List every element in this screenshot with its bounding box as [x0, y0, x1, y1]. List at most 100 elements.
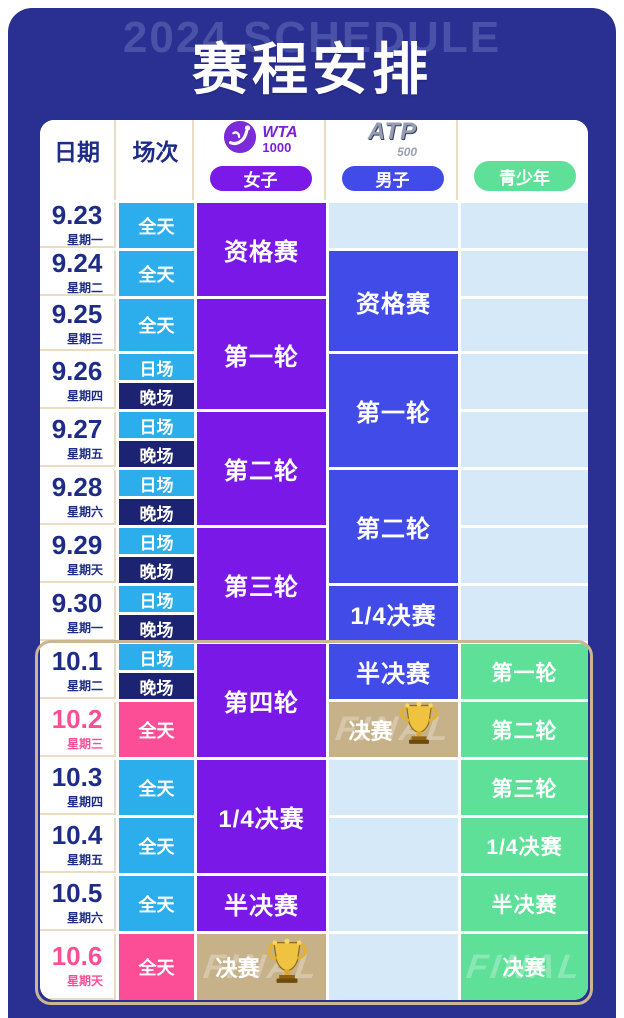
session-split: 日场 晚场	[119, 354, 194, 409]
junior-round-2: 第二轮	[461, 702, 588, 757]
session-all-day: 全天	[119, 251, 194, 296]
session-all-day-highlight: 全天	[119, 702, 194, 757]
wta-player-icon	[223, 120, 257, 159]
session-night: 晚场	[119, 557, 194, 583]
women-semifinal: 半决赛	[197, 876, 326, 931]
session-day: 日场	[119, 586, 194, 612]
session-day: 日场	[119, 470, 194, 496]
session-all-day: 全天	[119, 818, 194, 873]
date-number: 9.26	[51, 355, 103, 386]
header-junior: 青少年	[461, 120, 588, 200]
junior-empty-cell	[461, 203, 588, 248]
junior-empty-cell	[461, 251, 588, 296]
session-night: 晚场	[119, 499, 194, 525]
date-9-28: 9.28 星期六	[40, 470, 116, 525]
session-split: 日场 晚场	[119, 412, 194, 467]
wta-org-text: WTA	[262, 123, 298, 141]
session-all-day: 全天	[119, 760, 194, 815]
weekday-label: 星期四	[66, 388, 103, 403]
weekday-label: 星期一	[66, 620, 103, 635]
weekday-label: 星期二	[66, 280, 103, 295]
session-night: 晚场	[119, 673, 194, 699]
men-round-2: 第二轮	[329, 470, 458, 583]
atp-500-logo: ATP 500	[368, 120, 417, 158]
weekday-label: 星期天	[66, 974, 103, 988]
weekday-label: 星期二	[66, 678, 103, 693]
men-round-1: 第一轮	[329, 354, 458, 467]
date-number: 10.1	[51, 645, 103, 676]
women-round-1: 第一轮	[197, 299, 326, 409]
date-9-26: 9.26 星期四	[40, 354, 116, 409]
session-day: 日场	[119, 644, 194, 670]
session-all-day-highlight: 全天	[119, 934, 194, 1000]
junior-empty-cell	[461, 470, 588, 525]
men-empty-cell	[329, 934, 458, 1000]
date-column-label: 日期	[54, 139, 100, 165]
junior-quarterfinal: 1/4决赛	[461, 818, 588, 873]
women-round-2: 第二轮	[197, 412, 326, 525]
women-final: FINAL 决赛	[197, 934, 326, 1000]
schedule-grid: 日期 场次 WTA 10	[40, 120, 588, 1000]
date-9-30: 9.30 星期一	[40, 586, 116, 641]
junior-final-label: 决赛	[502, 957, 547, 980]
header-session: 场次	[119, 120, 194, 200]
date-10-2: 10.2 星期三	[40, 702, 116, 757]
weekday-label: 星期六	[66, 910, 103, 925]
weekday-label: 星期五	[66, 852, 103, 867]
date-number: 9.24	[51, 247, 103, 278]
session-night: 晚场	[119, 441, 194, 467]
weekday-label: 星期一	[66, 232, 103, 247]
weekday-label: 星期六	[66, 504, 103, 519]
page-title: 赛程安排	[192, 38, 432, 101]
men-quarterfinal: 1/4决赛	[329, 586, 458, 641]
wta-wordmark: WTA 1000	[262, 123, 298, 154]
session-split: 日场 晚场	[119, 470, 194, 525]
weekday-label: 星期三	[66, 332, 103, 346]
date-9-27: 9.27 星期五	[40, 412, 116, 467]
junior-empty-cell	[461, 354, 588, 409]
session-day: 日场	[119, 412, 194, 438]
men-final: FINAL 决赛	[329, 702, 458, 757]
trophy-icon	[399, 702, 439, 751]
date-number: 9.29	[51, 529, 103, 560]
date-10-4: 10.4 星期五	[40, 818, 116, 873]
atp-org-text: ATP	[367, 120, 418, 145]
session-column-label: 场次	[132, 139, 179, 165]
date-10-1: 10.1 星期二	[40, 644, 116, 699]
women-quarterfinal: 1/4决赛	[197, 760, 326, 873]
session-day: 日场	[119, 354, 194, 380]
men-pill: 男子	[341, 166, 444, 191]
junior-empty-cell	[461, 299, 588, 351]
junior-semifinal: 半决赛	[461, 876, 588, 931]
header-women: WTA 1000 女子	[197, 120, 326, 200]
schedule-table: 日期 场次 WTA 10	[35, 120, 593, 1005]
men-empty-cell	[329, 818, 458, 873]
weekday-label: 星期三	[66, 736, 103, 751]
date-number: 10.6	[51, 941, 103, 971]
session-night: 晚场	[119, 615, 194, 641]
junior-empty-cell	[461, 412, 588, 467]
women-final-label: 决赛	[215, 956, 260, 981]
women-pill: 女子	[209, 166, 312, 191]
date-number: 9.30	[51, 587, 103, 618]
header-date: 日期	[40, 120, 116, 200]
atp-tier-text: 500	[397, 145, 418, 159]
date-number: 9.23	[51, 199, 103, 230]
men-empty-cell	[329, 203, 458, 248]
men-empty-cell	[329, 876, 458, 931]
junior-empty-cell	[461, 528, 588, 583]
women-round-4: 第四轮	[197, 644, 326, 757]
men-final-label: 决赛	[348, 718, 393, 744]
date-9-23: 9.23 星期一	[40, 199, 116, 248]
session-split: 日场 晚场	[119, 644, 194, 699]
junior-round-3: 第三轮	[461, 760, 588, 815]
junior-final: FINAL 决赛	[461, 934, 588, 1000]
junior-empty-cell	[461, 586, 588, 641]
wta-1000-logo: WTA 1000	[223, 120, 298, 159]
women-qualifying: 资格赛	[197, 203, 326, 296]
date-10-6: 10.6 星期天	[40, 934, 116, 1000]
session-night: 晚场	[119, 383, 194, 409]
date-number: 9.25	[51, 299, 103, 329]
header-men: ATP 500 男子	[329, 120, 458, 200]
junior-round-1: 第一轮	[461, 644, 588, 699]
